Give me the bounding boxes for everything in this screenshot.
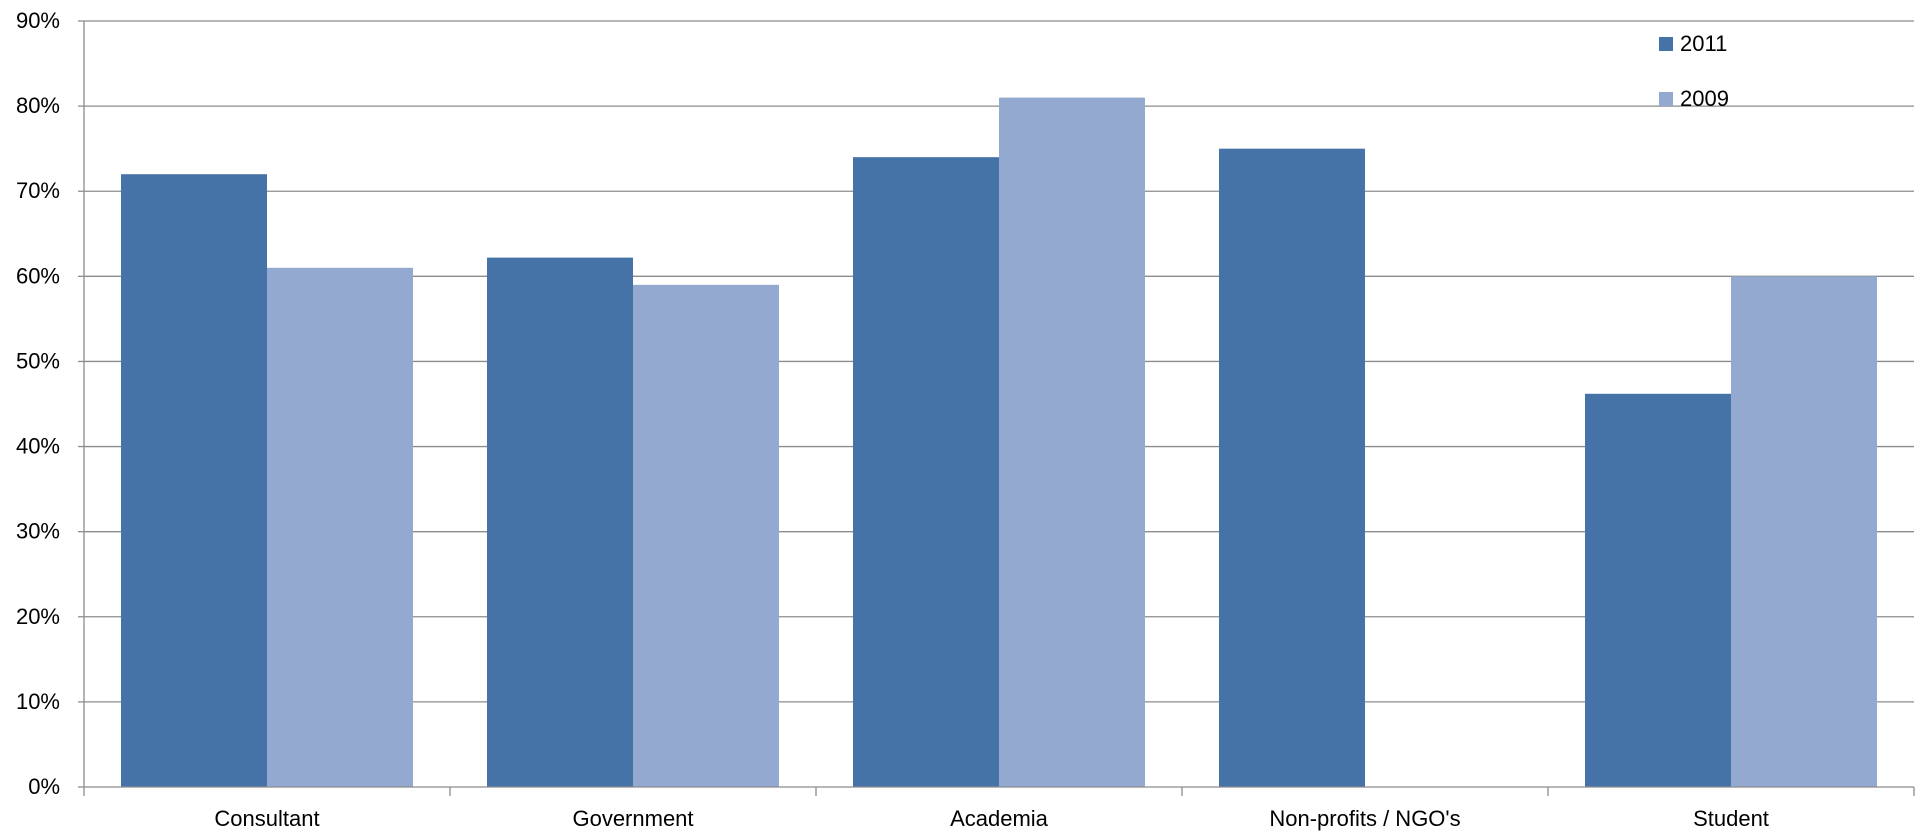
legend-swatch-2011 — [1659, 37, 1673, 51]
x-tick-label: Non-profits / NGO's — [1269, 806, 1460, 831]
bar-2009-government — [633, 284, 779, 787]
x-tick-label: Academia — [950, 806, 1049, 831]
x-tick-label: Consultant — [214, 806, 319, 831]
y-tick-label: 40% — [16, 434, 60, 459]
bars — [121, 97, 1877, 788]
y-tick-label: 0% — [28, 774, 60, 799]
axes: 0% 10% 20% 30% 40% 50% 60% 70% 80% 90% Consultant G… — [16, 8, 1915, 831]
y-tick-label: 30% — [16, 519, 60, 544]
legend-swatch-2009 — [1659, 92, 1673, 106]
y-tick-label: 80% — [16, 93, 60, 118]
y-tick-label: 90% — [16, 8, 60, 33]
legend-label-2011: 2011 — [1680, 31, 1727, 56]
y-tick-label: 60% — [16, 263, 60, 288]
bar-2011-non-profits-ngo-s — [1219, 148, 1365, 787]
bar-2011-academia — [853, 157, 999, 787]
legend-label-2009: 2009 — [1680, 86, 1729, 111]
bar-2009-consultant — [267, 267, 413, 787]
x-tick-label: Government — [572, 806, 693, 831]
legend: 2011 2009 — [1659, 31, 1729, 111]
y-tick-label: 20% — [16, 604, 60, 629]
bar-2009-academia — [999, 97, 1145, 788]
y-tick-label: 50% — [16, 348, 60, 373]
bar-2011-consultant — [121, 174, 267, 787]
bar-2011-government — [487, 257, 633, 787]
x-tick-label: Student — [1693, 806, 1769, 831]
bar-2009-student — [1731, 276, 1877, 787]
bar-2011-student — [1585, 393, 1731, 787]
y-tick-label: 10% — [16, 689, 60, 714]
y-tick-label: 70% — [16, 178, 60, 203]
